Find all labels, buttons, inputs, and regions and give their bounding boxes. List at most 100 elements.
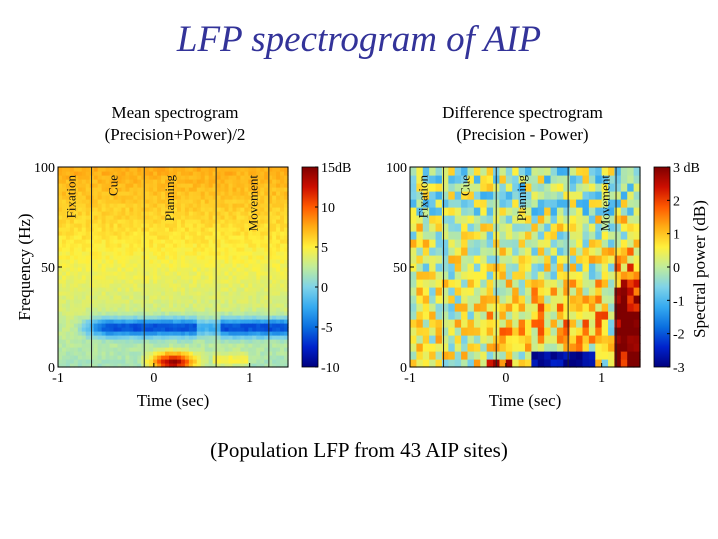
heatmap-cell bbox=[244, 355, 249, 360]
heatmap-cell bbox=[137, 259, 142, 264]
heatmap-cell bbox=[161, 307, 166, 312]
heatmap-cell bbox=[58, 247, 63, 252]
heatmap-cell bbox=[212, 307, 218, 312]
heatmap-cell bbox=[196, 303, 202, 308]
heatmap-cell bbox=[240, 219, 245, 224]
heatmap-cell bbox=[454, 319, 462, 328]
heatmap-cell bbox=[276, 203, 281, 208]
heatmap-cell bbox=[467, 287, 475, 296]
heatmap-cell bbox=[121, 359, 127, 364]
heatmap-cell bbox=[608, 335, 616, 344]
heatmap-cell bbox=[582, 327, 590, 336]
heatmap-cell bbox=[240, 315, 245, 320]
heatmap-cell bbox=[169, 355, 174, 360]
heatmap-cell bbox=[416, 215, 424, 224]
heatmap-cell bbox=[200, 191, 206, 196]
heatmap-cell bbox=[467, 271, 475, 280]
heatmap-cell bbox=[125, 271, 130, 276]
heatmap-cell bbox=[149, 263, 154, 268]
heatmap-cell bbox=[184, 291, 190, 296]
heatmap-cell bbox=[149, 363, 154, 368]
heatmap-cell bbox=[93, 199, 99, 204]
heatmap-cell bbox=[256, 343, 261, 348]
heatmap-cell bbox=[188, 275, 194, 280]
heatmap-cell bbox=[188, 255, 194, 260]
heatmap-cell bbox=[512, 199, 520, 208]
heatmap-cell bbox=[212, 271, 218, 276]
heatmap-cell bbox=[264, 343, 269, 348]
heatmap-cell bbox=[73, 235, 79, 240]
heatmap-cell bbox=[188, 307, 194, 312]
heatmap-cell bbox=[101, 355, 107, 360]
heatmap-cell bbox=[284, 207, 289, 212]
heatmap-cell bbox=[550, 247, 558, 256]
heatmap-cell bbox=[93, 251, 99, 256]
heatmap-cell bbox=[480, 215, 488, 224]
heatmap-cell bbox=[188, 263, 194, 268]
heatmap-cell bbox=[505, 239, 513, 248]
heatmap-cell bbox=[260, 315, 265, 320]
heatmap-cell bbox=[85, 323, 91, 328]
heatmap-cell bbox=[137, 231, 142, 236]
heatmap-cell bbox=[137, 219, 142, 224]
heatmap-cell bbox=[176, 311, 182, 316]
heatmap-cell bbox=[633, 223, 641, 232]
heatmap-cell bbox=[216, 279, 222, 284]
heatmap-cell bbox=[252, 227, 257, 232]
heatmap-cell bbox=[454, 359, 462, 368]
heatmap-cell bbox=[161, 243, 166, 248]
heatmap-cell bbox=[525, 319, 532, 328]
heatmap-cell bbox=[73, 307, 79, 312]
heatmap-cell bbox=[73, 247, 79, 252]
heatmap-cell bbox=[441, 359, 449, 368]
heatmap-cell bbox=[69, 215, 75, 220]
heatmap-cell bbox=[429, 287, 437, 296]
heatmap-cell bbox=[556, 287, 564, 296]
heatmap-cell bbox=[220, 247, 226, 252]
heatmap-cell bbox=[121, 351, 127, 356]
heatmap-cell bbox=[113, 287, 119, 292]
heatmap-cell bbox=[228, 259, 234, 264]
heatmap-cell bbox=[169, 327, 174, 332]
heatmap-cell bbox=[200, 219, 206, 224]
heatmap-cell bbox=[81, 171, 87, 176]
heatmap-cell bbox=[101, 239, 107, 244]
heatmap-cell bbox=[480, 287, 488, 296]
heatmap-cell bbox=[232, 331, 238, 336]
heatmap-cell bbox=[416, 239, 424, 248]
heatmap-cell bbox=[153, 171, 158, 176]
heatmap-cell bbox=[268, 211, 273, 216]
heatmap-cell bbox=[58, 307, 63, 312]
heatmap-cell bbox=[505, 255, 513, 264]
heatmap-cell bbox=[65, 359, 71, 364]
heatmap-cell bbox=[101, 347, 107, 352]
heatmap-cell bbox=[228, 351, 234, 356]
heatmap-cell bbox=[61, 287, 67, 292]
heatmap-cell bbox=[173, 263, 178, 268]
heatmap-cell bbox=[429, 247, 437, 256]
heatmap-cell bbox=[280, 255, 285, 260]
heatmap-cell bbox=[525, 287, 532, 296]
heatmap-cell bbox=[137, 323, 142, 328]
heatmap-cell bbox=[486, 295, 494, 304]
heatmap-cell bbox=[129, 299, 134, 304]
heatmap-cell bbox=[410, 335, 417, 344]
heatmap-cell bbox=[204, 335, 210, 340]
heatmap-cell bbox=[454, 239, 462, 248]
heatmap-cell bbox=[614, 215, 622, 224]
heatmap-cell bbox=[422, 279, 430, 288]
heatmap-cell bbox=[145, 267, 150, 272]
heatmap-cell bbox=[133, 339, 138, 344]
heatmap-cell bbox=[165, 287, 170, 292]
heatmap-cell bbox=[429, 231, 437, 240]
heatmap-cell bbox=[264, 183, 269, 188]
heatmap-cell bbox=[176, 171, 182, 176]
heatmap-cell bbox=[252, 191, 257, 196]
heatmap-cell bbox=[272, 255, 277, 260]
heatmap-cell bbox=[180, 311, 186, 316]
heatmap-cell bbox=[204, 359, 210, 364]
heatmap-cell bbox=[153, 283, 158, 288]
heatmap-cell bbox=[620, 263, 628, 272]
heatmap-cell bbox=[435, 351, 443, 360]
heatmap-cell bbox=[200, 263, 206, 268]
